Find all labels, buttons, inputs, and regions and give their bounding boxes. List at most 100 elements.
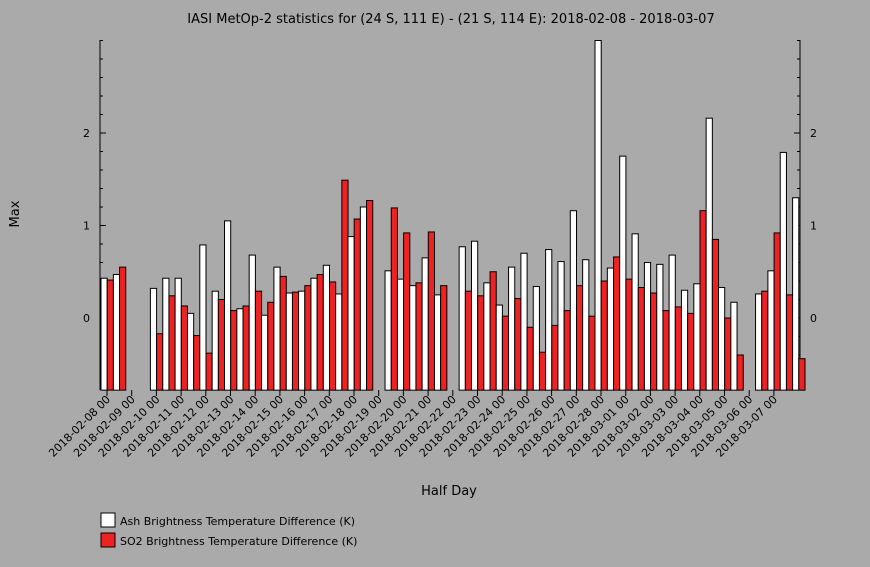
so2-bar: [798, 358, 806, 391]
x-axis-label: Half Day: [421, 484, 477, 499]
ash-bar: [359, 206, 368, 391]
ash-bar: [779, 151, 787, 391]
so2-bar: [440, 285, 448, 391]
ash-bar: [545, 249, 553, 391]
so2-bar: [304, 285, 312, 391]
chart-title: IASI MetOp-2 statistics for (24 S, 111 E…: [187, 12, 714, 27]
so2-bar: [353, 218, 361, 391]
ash-bar: [532, 286, 540, 391]
y-tick-label-right: 0: [810, 312, 817, 325]
so2-bar: [119, 266, 127, 391]
so2-bar: [551, 324, 559, 391]
so2-bar: [699, 210, 707, 391]
ash-bar: [273, 266, 281, 391]
ash-bar: [483, 282, 491, 391]
ash-bar: [112, 274, 121, 391]
so2-bar: [217, 299, 226, 391]
legend-label-so2: SO2 Brightness Temperature Difference (K…: [120, 535, 357, 548]
so2-bar: [316, 274, 324, 391]
y-tick-label-right: 2: [810, 127, 817, 140]
so2-bar: [403, 232, 411, 391]
so2-bar: [291, 291, 300, 391]
ash-bar: [668, 254, 676, 391]
ash-bar: [211, 290, 219, 391]
ash-bar: [224, 220, 232, 391]
ash-bar: [680, 289, 689, 391]
ash-bar: [643, 262, 652, 391]
so2-bar: [230, 310, 238, 391]
so2-bar: [687, 312, 695, 391]
ash-bar: [421, 257, 429, 391]
so2-bar: [711, 238, 720, 391]
ash-bar: [631, 233, 639, 391]
so2-bar: [489, 271, 497, 391]
ash-bar: [582, 259, 590, 391]
y-tick-label-left: 0: [83, 312, 90, 325]
so2-bar: [205, 352, 213, 391]
so2-bar: [724, 317, 732, 391]
ash-bar: [471, 240, 479, 391]
so2-bar: [427, 231, 435, 391]
so2-bar: [637, 286, 645, 391]
ash-bar: [508, 266, 516, 391]
so2-bar: [390, 207, 398, 391]
so2-bar: [464, 290, 473, 391]
ash-bar: [557, 261, 565, 391]
legend-swatch-so2: [100, 532, 116, 548]
ash-bar: [322, 264, 330, 391]
so2-bar: [415, 282, 423, 391]
so2-bar: [563, 310, 571, 391]
ash-bar: [100, 277, 108, 391]
ash-bar: [248, 254, 256, 391]
so2-bar: [242, 305, 250, 391]
so2-bar: [736, 354, 744, 391]
so2-bar: [267, 301, 275, 391]
so2-bar: [477, 295, 485, 391]
ash-bar: [755, 293, 763, 391]
ash-bar: [409, 285, 417, 391]
ash-bar: [520, 252, 528, 391]
ash-bar: [162, 277, 170, 391]
so2-bar: [329, 281, 337, 391]
so2-bar: [650, 292, 658, 391]
so2-bar: [576, 285, 584, 391]
so2-bar: [761, 290, 769, 391]
ash-bar: [730, 301, 738, 391]
y-tick-label-left: 2: [83, 127, 90, 140]
ash-bar: [285, 292, 293, 391]
ash-bar: [347, 236, 355, 391]
so2-bar: [674, 306, 682, 391]
ash-bar: [619, 155, 627, 391]
so2-bar: [501, 315, 510, 391]
so2-bar: [514, 298, 522, 391]
ash-bar: [236, 308, 244, 391]
so2-bar: [168, 295, 176, 391]
so2-bar: [538, 351, 547, 391]
ash-bar: [396, 278, 405, 391]
ash-bar: [335, 293, 343, 391]
legend: Ash Brightness Temperature Difference (K…: [100, 512, 357, 548]
ash-bar: [458, 246, 466, 391]
so2-bar: [180, 305, 189, 391]
so2-bar: [526, 326, 534, 391]
y-axis-label: Max: [8, 200, 23, 227]
y-tick-label-right: 1: [810, 220, 817, 233]
ash-bar: [718, 286, 726, 391]
ash-bar: [149, 287, 158, 391]
ash-bar: [310, 277, 318, 391]
ash-bar: [767, 270, 775, 391]
ash-bar: [433, 294, 442, 391]
ash-bar: [174, 277, 182, 391]
so2-bar: [600, 280, 608, 391]
so2-bar: [366, 200, 374, 391]
ash-bar: [186, 312, 195, 391]
y-tick-label-left: 1: [83, 220, 90, 233]
so2-bar: [341, 179, 349, 391]
so2-bar: [785, 294, 794, 391]
legend-swatch-ash: [100, 512, 116, 528]
ash-bar: [261, 314, 269, 391]
ash-bar: [495, 304, 503, 391]
